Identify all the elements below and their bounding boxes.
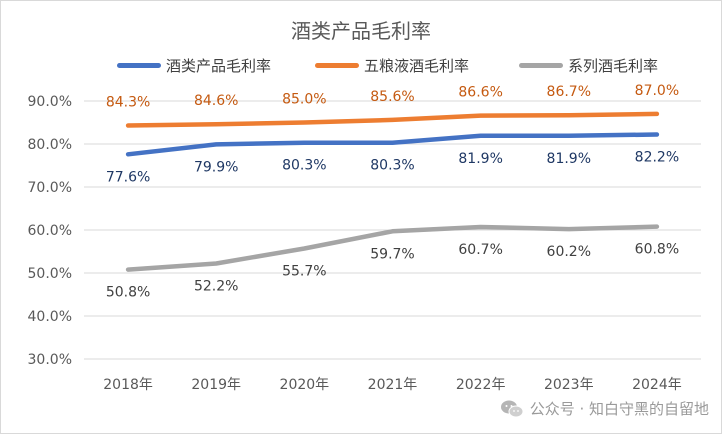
x-tick-label: 2024年 xyxy=(632,377,682,393)
data-label: 86.6% xyxy=(458,85,502,101)
series-line-2 xyxy=(125,111,660,128)
data-label: 86.7% xyxy=(547,84,591,100)
watermark-text: 公众号 · 知白守黑的自留地 xyxy=(529,400,709,418)
data-label: 80.3% xyxy=(282,158,326,174)
y-tick-label: 40.0% xyxy=(28,309,72,325)
wechat-icon xyxy=(500,400,524,417)
watermark: 公众号 · 知白守黑的自留地 xyxy=(500,398,709,419)
legend-swatch-wuliangye xyxy=(315,62,359,68)
x-tick-label: 2020年 xyxy=(280,377,330,393)
legend-swatch-series-liquor xyxy=(519,62,563,68)
data-label: 79.9% xyxy=(194,159,238,175)
y-tick-label: 60.0% xyxy=(28,223,72,239)
data-label: 87.0% xyxy=(635,83,679,99)
y-tick-label: 50.0% xyxy=(28,266,72,282)
data-label: 55.7% xyxy=(282,263,326,279)
legend-item-product: 酒类产品毛利率 xyxy=(117,54,271,76)
data-label: 80.3% xyxy=(370,158,414,174)
data-label: 60.2% xyxy=(547,244,591,260)
series-line-3 xyxy=(125,224,660,272)
data-label: 60.7% xyxy=(458,242,502,258)
x-tick-label: 2021年 xyxy=(368,377,418,393)
data-label: 82.2% xyxy=(635,150,679,166)
y-tick-label: 90.0% xyxy=(28,94,72,110)
series-line-1 xyxy=(125,132,660,157)
y-tick-label: 30.0% xyxy=(28,352,72,368)
legend-label-product: 酒类产品毛利率 xyxy=(166,56,272,75)
legend-label-wuliangye: 五粮液酒毛利率 xyxy=(364,56,470,75)
data-label: 85.6% xyxy=(370,89,414,105)
data-label: 52.2% xyxy=(194,279,238,295)
chart-title: 酒类产品毛利率 xyxy=(291,19,431,43)
x-tick-label: 2019年 xyxy=(191,377,241,393)
data-label: 81.9% xyxy=(547,151,591,167)
data-label: 85.0% xyxy=(282,92,326,108)
y-tick-label: 70.0% xyxy=(28,180,72,196)
legend-swatch-product xyxy=(117,62,161,68)
x-tick-label: 2022年 xyxy=(456,377,506,393)
legend: 酒类产品毛利率 五粮液酒毛利率 系列酒毛利率 xyxy=(1,54,721,76)
legend-item-wuliangye: 五粮液酒毛利率 xyxy=(315,54,469,76)
data-label: 84.6% xyxy=(194,93,238,109)
data-label: 60.8% xyxy=(635,242,679,258)
legend-label-series-liquor: 系列酒毛利率 xyxy=(568,56,659,75)
y-tick-label: 80.0% xyxy=(28,137,72,153)
data-label: 84.3% xyxy=(106,95,150,111)
data-label: 59.7% xyxy=(370,246,414,262)
data-label: 50.8% xyxy=(106,285,150,301)
x-tick-label: 2023年 xyxy=(544,377,594,393)
data-label: 77.6% xyxy=(106,169,150,185)
legend-item-series-liquor: 系列酒毛利率 xyxy=(519,54,658,76)
x-tick-label: 2018年 xyxy=(103,377,153,393)
data-label: 81.9% xyxy=(458,151,502,167)
